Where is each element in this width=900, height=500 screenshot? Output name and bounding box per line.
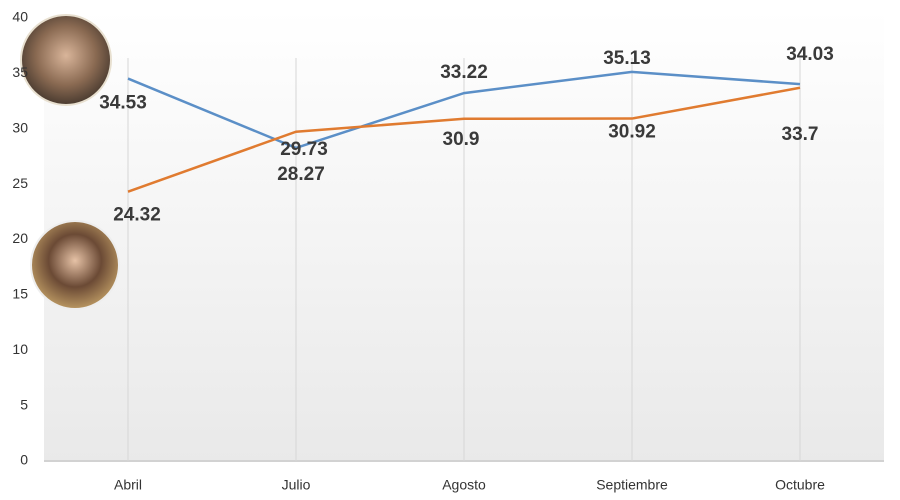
y-tick-label: 5 [20,396,28,412]
data-label: 30.92 [608,122,656,143]
series-line [127,70,801,150]
y-tick-label: 25 [12,175,28,191]
y-tick-label: 10 [12,341,28,357]
y-tick-label: 15 [12,286,28,302]
data-label: 35.13 [603,48,651,69]
data-label: 30.9 [443,129,480,150]
data-label: 24.32 [113,205,161,226]
y-tick-label: 40 [12,9,28,25]
data-label: 34.53 [99,93,147,114]
data-label: 34.03 [786,44,834,65]
y-tick-label: 30 [12,119,28,135]
x-tick-label: Octubre [775,477,825,493]
x-tick-label: Julio [282,477,311,493]
data-label: 28.27 [277,164,325,185]
y-tick-label: 20 [12,230,28,246]
portrait [30,220,120,310]
x-tick-label: Agosto [442,477,486,493]
x-tick-label: Septiembre [596,477,668,493]
x-tick-label: Abril [114,477,142,493]
data-label: 33.7 [782,124,819,145]
marks [127,70,801,193]
portrait [20,14,112,106]
y-tick-label: 35 [12,64,28,80]
data-label: 33.22 [440,62,488,83]
grid [44,58,884,462]
y-tick-label: 0 [20,452,28,468]
data-label: 29.73 [280,139,328,160]
labels: 0 5 10 15 20 25 30 35 40 Abril Julio Agosto Septiemb… [12,9,833,493]
series-line [127,86,801,193]
